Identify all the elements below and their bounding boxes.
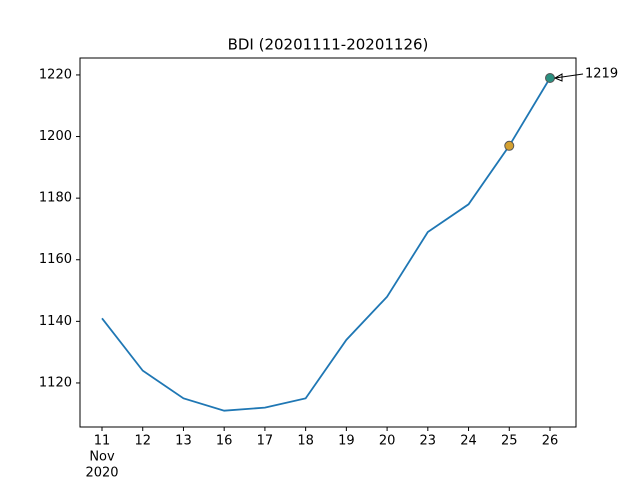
x-tick-label: 16	[216, 434, 233, 449]
point-marker	[504, 140, 515, 151]
x-tick-label: 19	[338, 434, 355, 449]
y-tick-label: 1220	[39, 67, 72, 82]
x-tick-label: 24	[460, 434, 477, 449]
x-tick-caption: Nov	[89, 450, 115, 465]
point-marker	[545, 73, 555, 84]
axes-frame	[79, 57, 577, 428]
y-tick-label: 1140	[39, 314, 72, 329]
x-tick-label: 25	[501, 434, 518, 449]
x-tick-label: 23	[420, 434, 437, 449]
line	[101, 77, 551, 412]
annotation-arrowhead	[553, 73, 563, 82]
x-tick-label: 18	[297, 434, 314, 449]
y-tick-label: 1120	[39, 375, 72, 390]
annotation: 1219	[585, 67, 618, 82]
x-tick-label: 26	[542, 434, 559, 449]
annotation-arrow	[554, 73, 584, 79]
x-tick-label: 11	[94, 434, 111, 449]
x-tick-caption: 2020	[85, 466, 118, 480]
x-tick-label: 13	[175, 434, 192, 449]
y-tick-label: 1180	[39, 191, 72, 206]
y-tick-label: 1160	[39, 252, 72, 267]
x-tick-label: 20	[379, 434, 396, 449]
chart-title: BDI (20201111-20201126)	[228, 36, 429, 54]
y-tick-label: 1200	[39, 129, 72, 144]
x-tick-label: 12	[134, 434, 151, 449]
x-tick-label: 17	[257, 434, 274, 449]
